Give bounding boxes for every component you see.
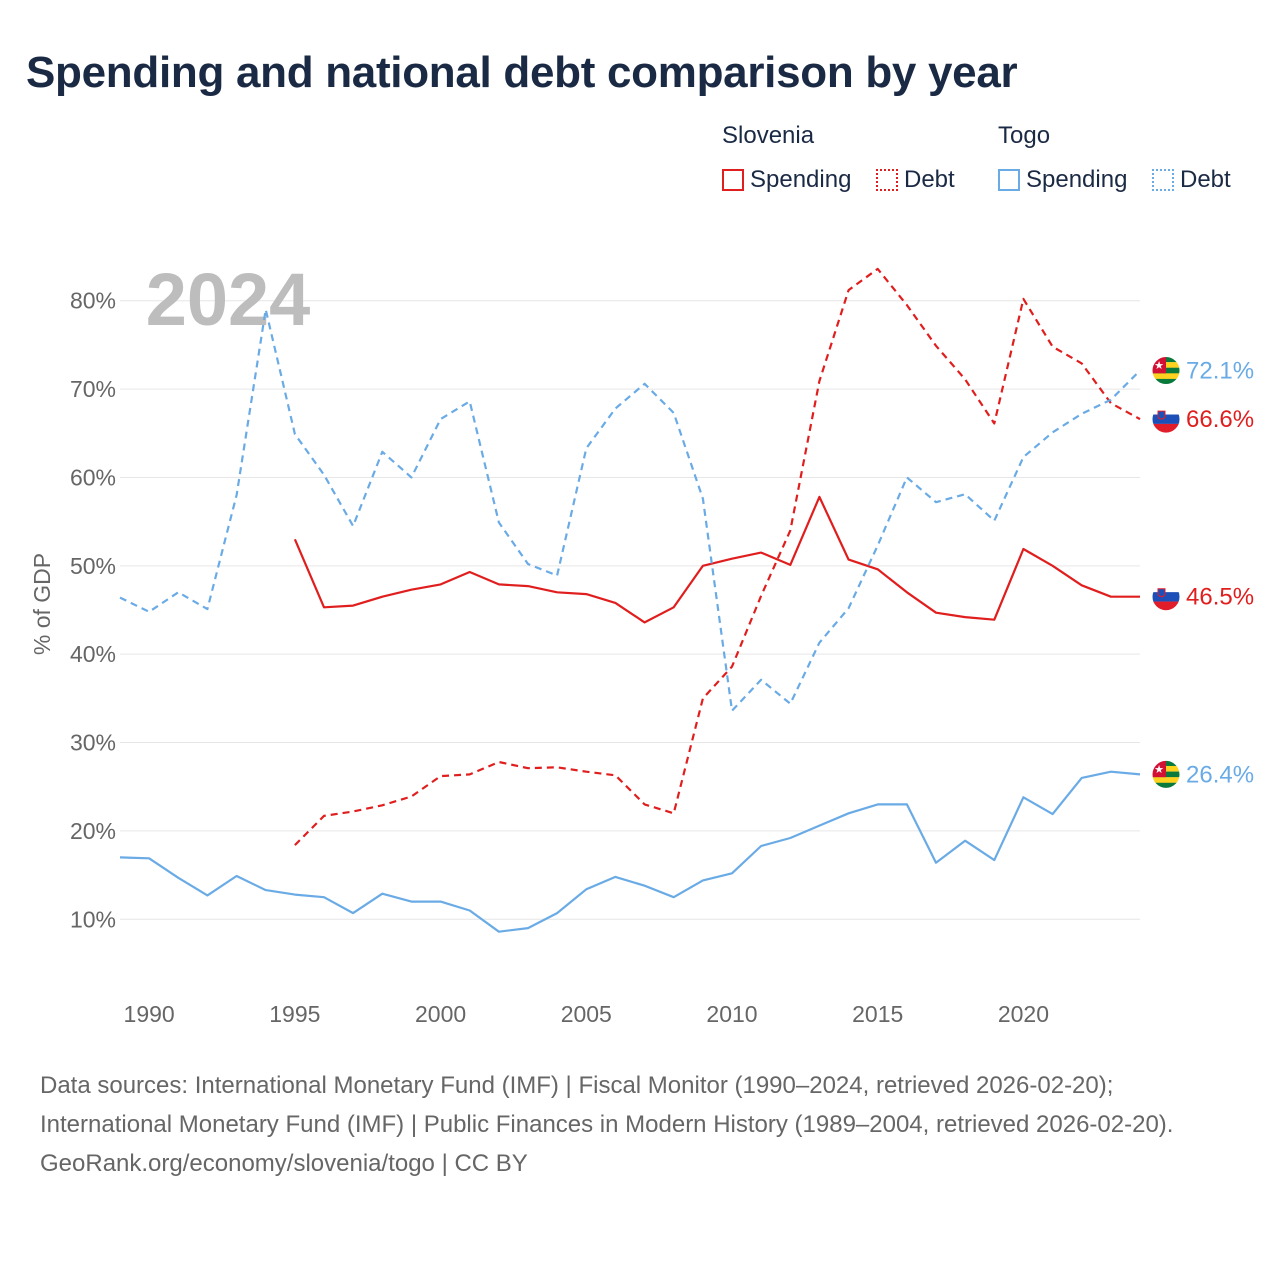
y-tick-label: 20% xyxy=(70,818,116,844)
y-tick-label: 40% xyxy=(70,641,116,667)
chart-title: Spending and national debt comparison by… xyxy=(26,48,1018,97)
togo-flag-icon: ★ xyxy=(1151,759,1181,789)
series-line-togo-spending[interactable] xyxy=(119,770,1141,933)
end-value-label: 26.4% xyxy=(1186,761,1254,788)
legend-country-togo: Togo xyxy=(998,122,1051,149)
legend-swatch-dotted-blue xyxy=(1152,169,1174,191)
end-value-label: 46.5% xyxy=(1186,584,1254,611)
legend-item-slovenia-spending[interactable]: Spending xyxy=(722,166,851,194)
line-chart: 10% 20% 30% 40% 50% 60% 70% 80% 1990 1995 2000 200… xyxy=(29,258,1254,1027)
series-line-slovenia-spending[interactable] xyxy=(293,495,1140,624)
end-value-label: 66.6% xyxy=(1186,406,1254,433)
end-labels: 46.5% 66.6% ★ 26.4% ★ 72.1% xyxy=(1151,356,1254,789)
legend-item-togo-debt[interactable]: Debt xyxy=(1152,166,1231,194)
legend-label: Spending xyxy=(750,166,852,193)
legend-swatch-solid-blue xyxy=(998,169,1020,191)
togo-flag-icon: ★ xyxy=(1151,356,1181,386)
x-tick-label: 2020 xyxy=(998,1001,1049,1027)
x-tick-label: 1990 xyxy=(124,1001,175,1027)
series-line-slovenia-debt[interactable] xyxy=(294,267,1141,846)
y-tick-label: 80% xyxy=(70,288,116,314)
end-value-label: 72.1% xyxy=(1186,358,1254,385)
y-axis-ticks: 10% 20% 30% 40% 50% 60% 70% 80% xyxy=(70,288,116,933)
svg-text:★: ★ xyxy=(1154,359,1164,372)
slovenia-flag-icon xyxy=(1151,582,1181,612)
credit-link[interactable]: GeoRank.org/economy/slovenia/togo | CC B… xyxy=(40,1150,528,1177)
legend-label: Debt xyxy=(1180,166,1231,193)
x-tick-label: 1995 xyxy=(269,1001,320,1027)
legend-label: Debt xyxy=(904,166,955,193)
gridlines xyxy=(120,300,1140,920)
y-tick-label: 30% xyxy=(70,730,116,756)
x-tick-label: 2010 xyxy=(706,1001,757,1027)
legend-country-slovenia: Slovenia xyxy=(722,122,815,149)
year-watermark: 2024 xyxy=(146,258,311,341)
x-axis-ticks: 1990 1995 2000 2005 2010 2015 2020 xyxy=(124,1001,1049,1027)
y-tick-label: 10% xyxy=(70,906,116,932)
x-tick-label: 2015 xyxy=(852,1001,903,1027)
x-tick-label: 2005 xyxy=(561,1001,612,1027)
data-sources: Data sources: International Monetary Fun… xyxy=(40,1072,1174,1138)
legend-label: Spending xyxy=(1026,166,1128,193)
legend-item-togo-spending[interactable]: Spending xyxy=(998,166,1127,194)
series-lines xyxy=(119,267,1141,933)
y-tick-label: 50% xyxy=(70,553,116,579)
legend-swatch-solid-red xyxy=(722,169,744,191)
y-axis-label: % of GDP xyxy=(29,553,55,655)
series-line-togo-debt[interactable] xyxy=(119,308,1141,712)
x-tick-label: 2000 xyxy=(415,1001,466,1027)
svg-text:★: ★ xyxy=(1154,763,1164,776)
legend-item-slovenia-debt[interactable]: Debt xyxy=(876,166,955,194)
y-tick-label: 70% xyxy=(70,376,116,402)
y-tick-label: 60% xyxy=(70,464,116,490)
legend-swatch-dotted-red xyxy=(876,169,898,191)
footer: Data sources: International Monetary Fun… xyxy=(40,1066,1240,1183)
slovenia-flag-icon xyxy=(1151,404,1181,434)
